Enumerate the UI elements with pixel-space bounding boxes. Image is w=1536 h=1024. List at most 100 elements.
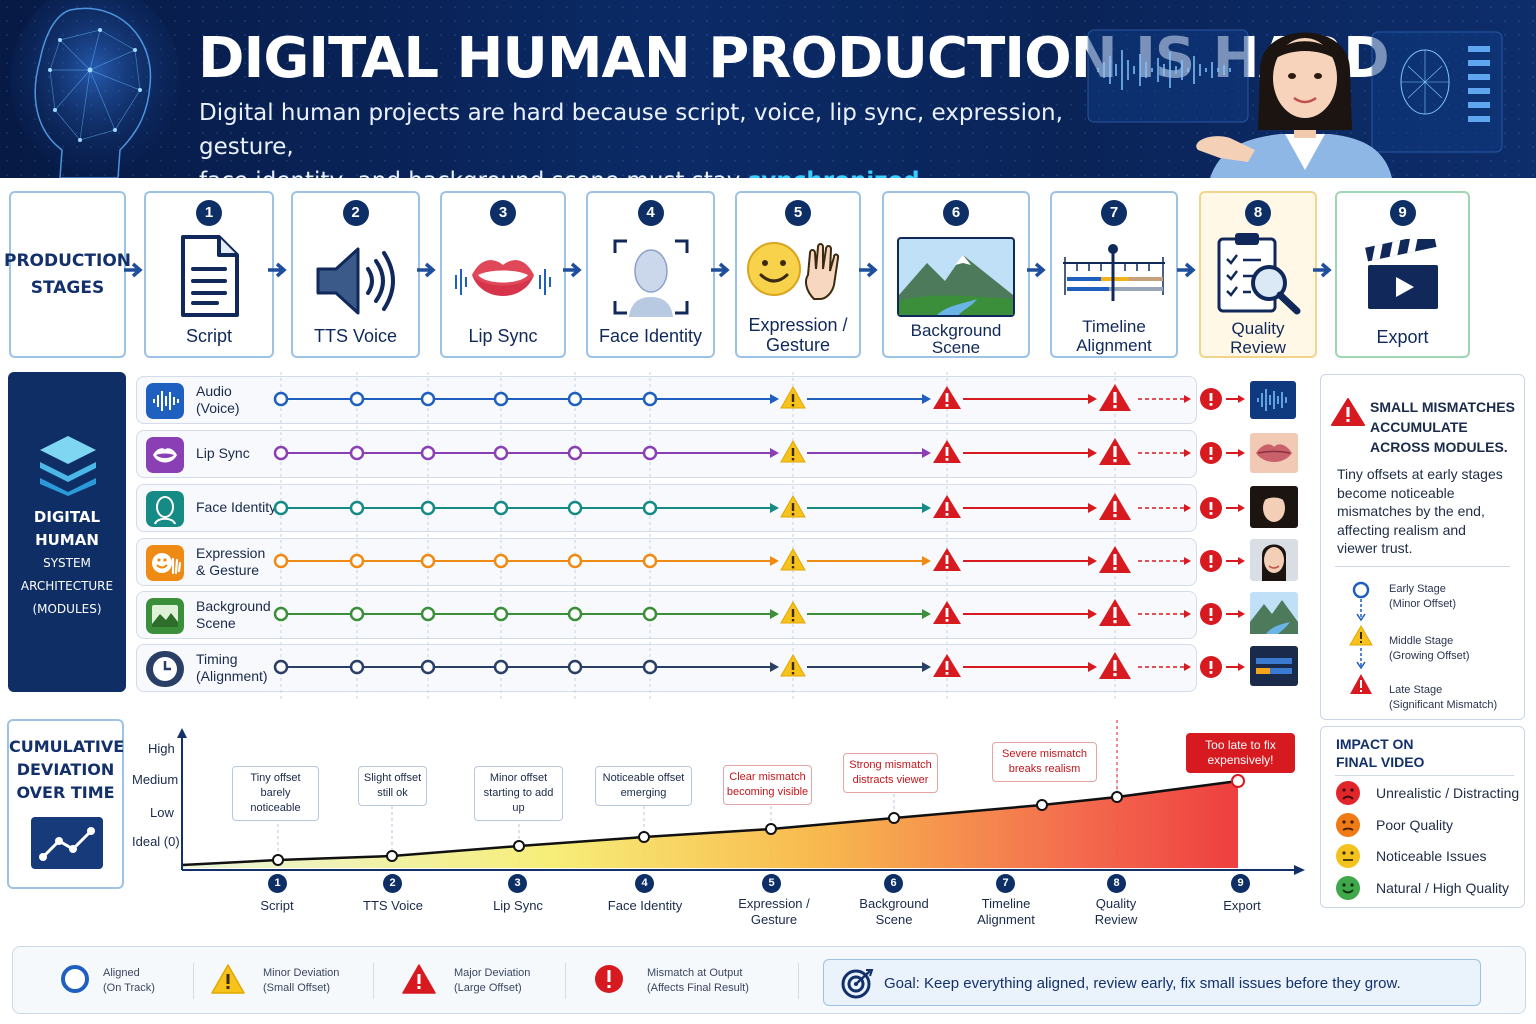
divider (1335, 566, 1510, 567)
impact-item-poor-quality: Poor Quality (1376, 817, 1454, 833)
mismatch-description-line-5: viewer trust. (1337, 540, 1413, 556)
warning-red-icon (933, 495, 961, 518)
aligned-node (420, 500, 436, 516)
stage-card-face-identity: 4 Face Identity (586, 191, 715, 358)
callout-tiny-offset: Tiny offset barely noticeable (232, 766, 319, 821)
subtitle-line-1: Digital human projects are hard because … (199, 100, 1063, 160)
production-stages-label-line-1: PRODUCTION (4, 250, 131, 271)
stage-label-lip-sync: Lip Sync (468, 326, 538, 346)
x-axis-number: 3 (508, 874, 527, 893)
impact-item-noticeable: Noticeable Issues (1376, 848, 1487, 864)
error-circle-icon (595, 965, 623, 993)
deviation-point (638, 831, 650, 843)
arrow-right-icon (1313, 262, 1332, 278)
waveform-thumbnail-icon (1250, 381, 1296, 419)
legend-mismatch-output: Mismatch at Output (Affects Final Result) (647, 966, 749, 996)
waveform-icon (146, 383, 184, 419)
stage-card-export: 9 Export (1335, 191, 1470, 358)
module-name-audio: Audio (Voice) (196, 383, 286, 417)
warning-yellow-icon (780, 439, 806, 463)
x-axis-number: 5 (762, 874, 781, 893)
aligned-node (493, 606, 509, 622)
speaker-icon (316, 247, 395, 315)
track-arrow-icon (770, 503, 779, 513)
impact-heading: IMPACT ON FINAL VIDEO (1336, 735, 1516, 771)
stage-number: 3 (490, 200, 516, 226)
timeline-icon (1063, 244, 1165, 301)
stage-label-face-identity: Face Identity (598, 326, 703, 346)
smiley-hand-icon (747, 242, 840, 300)
deviation-point (1231, 774, 1245, 788)
aligned-node (642, 659, 658, 675)
aligned-node (642, 606, 658, 622)
legend-line-2: (On Track) (103, 982, 155, 994)
arrow-right-icon (1177, 262, 1196, 278)
warning-red-icon (933, 440, 961, 463)
track-arrow-icon (922, 503, 931, 513)
warning-yellow-icon (211, 964, 245, 994)
legend-line-1: Aligned (103, 967, 140, 979)
legend-late-stage: Late Stage (Significant Mismatch) (1389, 683, 1497, 713)
stage-label-tts-voice: TTS Voice (313, 326, 398, 346)
subtitle-highlight: synchronized (748, 168, 920, 178)
aligned-node (420, 606, 436, 622)
callout-severe-mismatch: Severe mismatch breaks realism (992, 742, 1097, 782)
page-subtitle: Digital human projects are hard because … (199, 96, 1099, 178)
target-icon (841, 969, 874, 999)
track-arrow-icon (1238, 504, 1245, 512)
mismatch-heading-line-2: ACCUMULATE (1370, 419, 1468, 435)
impact-heading-line-2: FINAL VIDEO (1336, 754, 1425, 770)
arrow-right-icon (268, 262, 287, 278)
x-axis-number: 9 (1231, 874, 1250, 893)
track-arrow-icon (770, 394, 779, 404)
impact-item-unrealistic: Unrealistic / Distracting (1376, 785, 1520, 801)
callout-line-1: Minor offset (489, 772, 548, 784)
warning-red-icon (1099, 438, 1131, 465)
x-axis-label-line-1: Background (859, 896, 929, 911)
callout-line-2: distracts viewer (852, 774, 929, 786)
circle-icon (61, 965, 89, 993)
deviation-line (181, 779, 1239, 867)
x-axis-label-line-1: Timeline (981, 896, 1031, 911)
stage-card-timeline-alignment: 7 Timeline Alignment (1050, 191, 1178, 358)
callout-line-2: expensively! (1207, 753, 1274, 767)
callout-too-late: Too late to fix expensively! (1186, 733, 1295, 773)
line-graph-icon (31, 817, 103, 869)
track-arrow-icon (1184, 504, 1191, 512)
x-axis-number: 4 (635, 874, 654, 893)
stage-label-quality-line-1: Quality (1231, 319, 1285, 338)
x-axis-label-export: Export (1223, 898, 1261, 913)
module-name-line-2: (Alignment) (196, 668, 268, 684)
track-arrow-icon (1238, 449, 1245, 457)
header-banner: DIGITAL HUMAN PRODUCTION IS HARD Digital… (0, 0, 1536, 178)
clipboard-magnifier-icon (1217, 233, 1301, 315)
callout-line-1: Noticeable offset (602, 772, 685, 784)
goal-description: Keep everything aligned, review early, f… (924, 975, 1401, 992)
aligned-node (349, 659, 365, 675)
smile-face-icon (1336, 876, 1360, 900)
x-axis-label-lip-sync: Lip Sync (493, 898, 543, 913)
frown-face-icon (1336, 813, 1360, 837)
aligned-node (493, 553, 509, 569)
y-label-low: Low (150, 805, 174, 820)
deviation-point (386, 850, 398, 862)
track-arrow-icon (770, 448, 779, 458)
warning-yellow-icon (780, 600, 806, 624)
legend-separator (373, 963, 374, 999)
warning-red-icon (1099, 546, 1131, 573)
stage-card-script: 1 Script (144, 191, 274, 358)
presenter-illustration-icon (1087, 29, 1503, 178)
mismatch-heading: SMALL MISMATCHES ACCUMULATE ACROSS MODUL… (1370, 397, 1520, 457)
track-arrow-icon (770, 662, 779, 672)
subtitle-text: face identity, and background scene must… (199, 168, 748, 178)
stage-label-expression-line-2: Gesture (765, 335, 831, 355)
layers-icon (40, 436, 96, 496)
y-label-medium: Medium (132, 772, 179, 787)
y-axis-arrow-icon (177, 728, 187, 738)
error-circle-icon (1200, 603, 1222, 625)
warning-yellow-icon (780, 547, 806, 571)
x-axis-label-line-2: Scene (875, 912, 913, 927)
legend-line-2: (Minor Offset) (1389, 598, 1457, 610)
cumulative-deviation-label: CUMULATIVE DEVIATION OVER TIME (7, 719, 124, 889)
track-arrow-icon (922, 448, 931, 458)
